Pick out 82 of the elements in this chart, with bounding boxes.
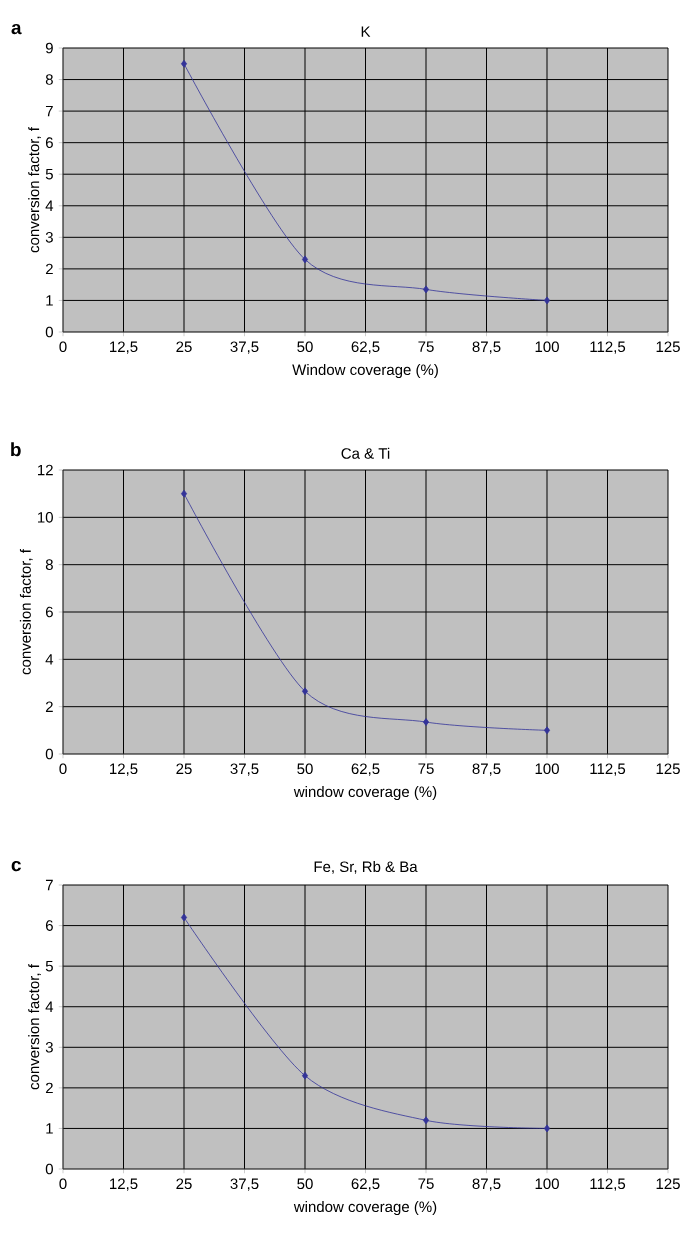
y-tick-label: 0 <box>45 1163 53 1175</box>
x-tick-label: 75 <box>418 763 434 774</box>
x-tick-label: 25 <box>176 763 192 775</box>
x-tick-label: 100 <box>535 341 559 353</box>
y-tick-label: 10 <box>38 512 53 523</box>
x-tick-label: 37,5 <box>230 341 259 354</box>
x-tick-label: 62,5 <box>351 341 380 354</box>
x-tick-label: 37,5 <box>230 1178 259 1191</box>
y-tick-label: 0 <box>45 326 53 338</box>
point <box>301 255 309 264</box>
x-tick-label: 125 <box>656 341 680 353</box>
y-tick-label: 1 <box>46 295 53 306</box>
point <box>422 718 430 726</box>
y-tick-label: 8 <box>45 559 53 570</box>
y-tick-label: 6 <box>45 920 53 931</box>
y-tick-label: 0 <box>45 748 53 760</box>
y-tick-label: 3 <box>45 1041 53 1053</box>
chart-title: Ca & Ti <box>341 447 390 459</box>
point <box>180 59 188 68</box>
x-tick-label: 50 <box>297 1178 313 1190</box>
y-tick-label: 7 <box>45 879 53 891</box>
x-tick-label: 62,5 <box>351 763 380 776</box>
y-tick-label: 4 <box>45 200 54 211</box>
x-axis-title: window coverage (%) <box>293 786 437 801</box>
x-tick-label: 25 <box>176 1178 192 1190</box>
point <box>543 726 551 735</box>
y-tick-label: 4 <box>45 654 54 665</box>
y-tick-label: 7 <box>45 105 53 117</box>
x-tick-label: 87,5 <box>472 763 501 776</box>
point <box>422 285 430 294</box>
x-tick-label: 112,5 <box>590 341 626 354</box>
y-axis-title: conversion factor, f <box>19 549 33 675</box>
y-tick-label: 4 <box>45 1001 54 1012</box>
x-tick-label: 87,5 <box>472 341 501 354</box>
y-tick-label: 6 <box>45 606 53 618</box>
x-tick-label: 12,5 <box>110 1178 138 1191</box>
chart-title: Fe, Sr, Rb & Ba <box>314 861 418 874</box>
chart-title: K <box>361 26 371 37</box>
text: a <box>11 23 22 35</box>
text: c <box>11 860 21 872</box>
x-tick-label: 100 <box>535 1178 559 1190</box>
point <box>422 1116 430 1125</box>
y-axis-title: conversion factor, f <box>28 964 42 1090</box>
x-tick-label: 125 <box>656 763 680 775</box>
y-tick-label: 2 <box>45 701 53 712</box>
x-axis-title: window coverage (%) <box>293 1201 437 1216</box>
x-tick-label: 12,5 <box>110 763 138 776</box>
y-tick-label: 5 <box>45 960 53 972</box>
point <box>543 1124 551 1133</box>
y-tick-label: 9 <box>45 42 53 54</box>
x-tick-label: 0 <box>59 341 67 353</box>
point <box>180 489 188 498</box>
x-tick-label: 0 <box>59 1178 67 1190</box>
x-tick-label: 12,5 <box>110 341 138 354</box>
point <box>301 1071 309 1080</box>
text: b <box>11 442 21 457</box>
y-tick-label: 6 <box>45 137 53 148</box>
y-tick-label: 8 <box>45 74 53 85</box>
x-tick-label: 125 <box>656 1178 680 1190</box>
x-tick-label: 50 <box>297 763 313 775</box>
x-tick-label: 25 <box>176 341 192 353</box>
x-tick-label: 75 <box>418 341 434 352</box>
y-tick-label: 1 <box>46 1123 53 1134</box>
y-tick-label: 3 <box>45 232 53 243</box>
x-tick-label: 112,5 <box>590 763 626 776</box>
x-tick-label: 100 <box>535 763 559 775</box>
y-axis-title: conversion factor, f <box>28 127 42 253</box>
x-tick-label: 0 <box>59 763 67 775</box>
y-tick-label: 5 <box>45 168 53 180</box>
x-axis-title: Window coverage (%) <box>292 364 438 379</box>
x-tick-label: 37,5 <box>230 763 259 776</box>
point <box>543 296 551 305</box>
x-tick-label: 87,5 <box>472 1178 501 1191</box>
x-tick-label: 50 <box>297 341 313 353</box>
x-tick-label: 75 <box>418 1178 434 1189</box>
point <box>180 913 188 922</box>
y-tick-label: 2 <box>45 263 53 275</box>
y-tick-label: 2 <box>45 1082 53 1094</box>
point <box>301 687 309 696</box>
x-tick-label: 112,5 <box>590 1178 626 1191</box>
y-tick-label: 12 <box>38 464 53 476</box>
x-tick-label: 62,5 <box>351 1178 380 1191</box>
